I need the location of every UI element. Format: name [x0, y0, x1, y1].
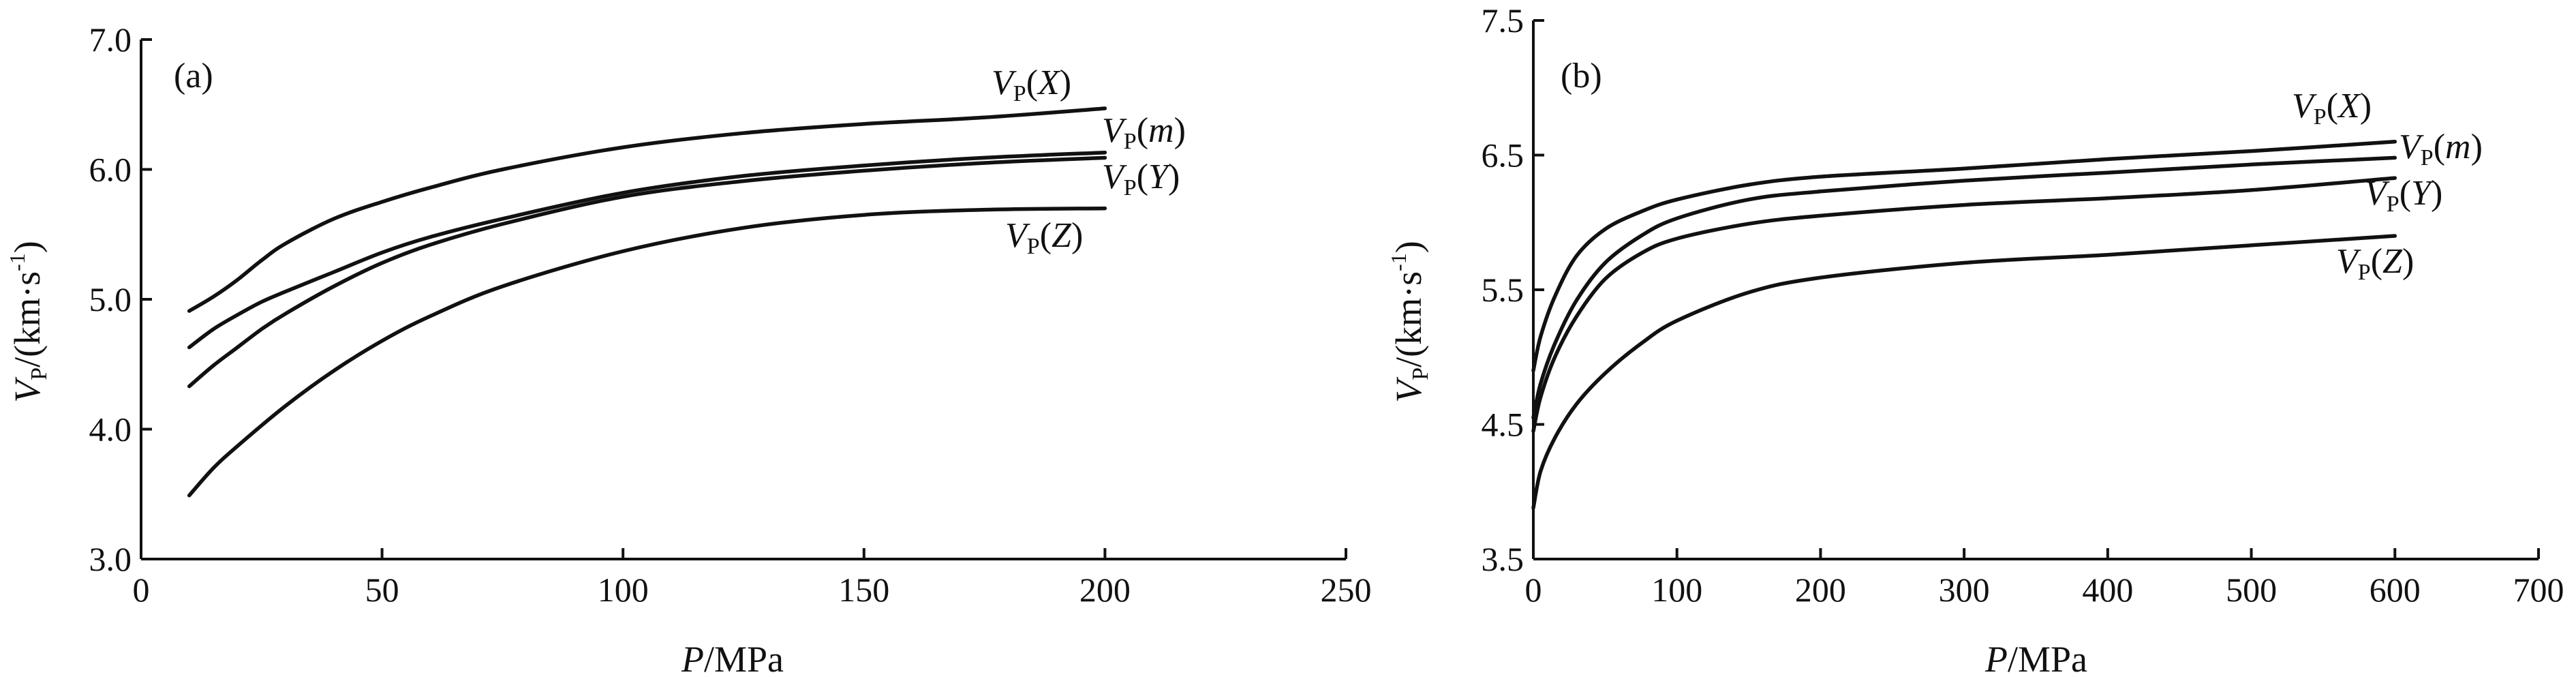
- series-label-X: VP(X): [992, 63, 1071, 106]
- y-axis-title: VP/(km·s-1): [1386, 241, 1433, 403]
- x-tick-label: 100: [1651, 571, 1702, 609]
- y-tick-label: 7.5: [1482, 1, 1524, 40]
- series-line-m: [1531, 155, 2397, 420]
- series-lines: [1531, 140, 2397, 510]
- y-axis-unit: /(km·s: [7, 271, 48, 367]
- series-label-X: VP(X): [2292, 87, 2372, 130]
- ticks: 0 100 200 300 400 500 600 700 3.5 4.5 5.5 6.5 7.5: [1482, 1, 2564, 609]
- y-tick-label: 5.5: [1482, 271, 1524, 309]
- y-axis-close: ): [7, 241, 48, 253]
- y-axis-close: ): [1388, 241, 1429, 253]
- x-tick-label: 300: [1939, 571, 1990, 609]
- x-axis-unit: /MPa: [704, 639, 784, 677]
- y-tick-label: 6.0: [89, 151, 132, 189]
- series-line-Y: [1531, 176, 2397, 434]
- series-line-Z: [187, 206, 1107, 498]
- series-line-Y: [187, 155, 1107, 389]
- series-label-Z: VP(Z): [2336, 242, 2414, 285]
- series-label-m: VP(m): [2399, 127, 2483, 170]
- x-tick-label: 50: [365, 571, 399, 609]
- x-tick-label: 700: [2513, 571, 2564, 609]
- x-tick-label: 600: [2370, 571, 2421, 609]
- x-axis-var: P: [1984, 639, 2008, 677]
- ticks: 0 50 100 150 200 250 3.0 4.0 5.0 6.0 7.0: [89, 20, 1372, 609]
- y-tick-label: 7.0: [89, 20, 132, 59]
- x-tick-label: 100: [598, 571, 649, 609]
- series-labels: VP(X) VP(m)VP(Y) VP(Z): [992, 63, 1186, 259]
- y-axis-var: V: [1388, 376, 1429, 403]
- y-axis-sup: -1: [5, 253, 29, 271]
- x-tick-label: 0: [1525, 571, 1542, 609]
- x-tick-label: 200: [1079, 571, 1131, 609]
- panel-label: (b): [1561, 57, 1602, 95]
- chart-panel-b: (b) 0 100 200 300 400 500 600 700 3.5 4.5 5.5 6.5 7.…: [1386, 1, 2564, 677]
- series-line-X: [187, 106, 1107, 313]
- y-axis-sub: P: [27, 367, 52, 380]
- y-tick-label: 5.0: [89, 280, 132, 318]
- x-tick-label: 200: [1795, 571, 1846, 609]
- y-axis-sub: P: [1408, 367, 1433, 380]
- x-axis-var: P: [681, 639, 704, 677]
- y-tick-label: 4.5: [1482, 406, 1524, 444]
- x-tick-label: 150: [838, 571, 889, 609]
- y-tick-label: 3.5: [1482, 540, 1524, 578]
- y-axis-sup: -1: [1386, 253, 1411, 271]
- series-label-Y: VP(Y): [1102, 157, 1180, 200]
- series-line-Z: [1531, 234, 2397, 510]
- x-axis-title: P/MPa: [1984, 639, 2087, 677]
- x-tick-label: 400: [2082, 571, 2133, 609]
- y-tick-label: 4.0: [89, 410, 132, 449]
- y-axis-unit: /(km·s: [1388, 271, 1429, 367]
- series-labels: VP(X) VP(m)VP(Y) VP(Z): [2292, 87, 2483, 285]
- series-line-X: [1531, 140, 2397, 373]
- x-tick-label: 0: [133, 571, 150, 609]
- y-axis-var: V: [7, 376, 48, 403]
- series-label-Y: VP(Y): [2365, 174, 2442, 217]
- x-axis-unit: /MPa: [2008, 639, 2087, 677]
- y-tick-label: 3.0: [89, 540, 132, 578]
- x-axis-title: P/MPa: [681, 639, 784, 677]
- chart-panel-a: (a) 0 50 100 150 200 250 3.0 4.0 5.0 6.0 7.0 VP(X)…: [5, 20, 1372, 677]
- axes: [1532, 20, 2539, 560]
- series-line-m: [187, 150, 1107, 350]
- y-axis-title: VP/(km·s-1): [5, 241, 52, 403]
- x-tick-label: 500: [2226, 571, 2277, 609]
- x-tick-label: 250: [1321, 571, 1372, 609]
- y-tick-label: 6.5: [1482, 136, 1524, 175]
- series-label-Z: VP(Z): [1005, 216, 1083, 259]
- panel-label: (a): [174, 57, 213, 95]
- series-label-m: VP(m): [1102, 111, 1186, 154]
- series-lines: [187, 106, 1107, 498]
